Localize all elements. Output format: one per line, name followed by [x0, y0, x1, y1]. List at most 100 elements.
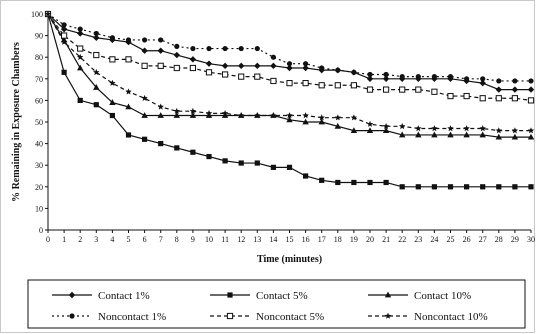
data-point: [366, 86, 374, 93]
data-point: [319, 177, 325, 183]
data-point: [447, 92, 454, 100]
data-point: [286, 116, 293, 123]
data-point: [302, 118, 309, 125]
data-point: [415, 86, 422, 93]
x-tick-label: 21: [382, 235, 390, 244]
data-point: [495, 86, 502, 93]
y-tick-label: 20: [35, 183, 43, 192]
data-point: [318, 82, 325, 89]
data-point: [382, 127, 390, 134]
data-point: [350, 114, 358, 121]
y-tick-label: 10: [35, 204, 43, 213]
data-point: [270, 62, 277, 70]
data-point: [366, 75, 374, 82]
data-point: [141, 94, 148, 101]
data-point: [527, 127, 535, 134]
data-point: [190, 45, 196, 52]
data-point: [238, 160, 244, 166]
data-point: [303, 173, 309, 179]
data-point: [431, 88, 438, 95]
data-point: [286, 164, 293, 170]
data-point: [173, 64, 180, 72]
x-tick-label: 27: [479, 235, 487, 244]
x-tick-label: 30: [527, 235, 535, 244]
x-tick-label: 12: [237, 235, 245, 244]
legend-item-contact-10: Contact 10%: [368, 290, 471, 302]
x-tick-label: 16: [302, 235, 310, 244]
data-point: [527, 97, 535, 104]
data-point: [382, 122, 390, 130]
data-point: [44, 10, 52, 17]
data-point: [350, 82, 357, 89]
x-tick-label: 25: [447, 235, 455, 244]
data-point: [254, 160, 260, 166]
x-tick-label: 13: [253, 235, 261, 244]
data-point: [415, 184, 421, 190]
y-tick-label: 90: [35, 32, 43, 41]
data-point: [286, 64, 293, 72]
legend-box: [27, 279, 526, 329]
data-point: [141, 62, 148, 69]
data-point: [61, 69, 67, 75]
data-point: [93, 51, 100, 59]
legend-item-noncontact-10: Noncontact 10%: [368, 311, 488, 323]
data-point: [205, 60, 213, 67]
legend-label: Noncontact 10%: [414, 311, 488, 323]
data-point: [174, 43, 180, 50]
data-point: [528, 78, 534, 84]
data-point: [221, 112, 229, 118]
data-point: [157, 103, 164, 110]
data-point: [480, 76, 486, 82]
x-tick-label: 5: [127, 235, 131, 244]
x-tick-label: 26: [463, 235, 471, 244]
legend: Contact 1% Contact 5% Contact 10% Noncontac…: [27, 279, 526, 329]
series-noncontact-1: [45, 11, 534, 84]
data-point: [254, 45, 260, 52]
legend-items: Contact 1% Contact 5% Contact 10% Noncontac…: [52, 290, 488, 323]
x-tick-label: 2: [78, 235, 82, 244]
data-point: [238, 73, 245, 80]
data-point: [351, 69, 357, 75]
data-point: [383, 86, 390, 93]
series-noncontact-5: [44, 10, 535, 104]
data-point: [447, 184, 454, 190]
data-point: [189, 112, 197, 118]
y-tick-label: 60: [35, 96, 43, 105]
data-point: [447, 125, 454, 132]
legend-swatch-marker: [226, 312, 234, 320]
data-point: [158, 37, 164, 43]
data-point: [463, 131, 470, 138]
data-point: [496, 78, 502, 84]
data-point: [254, 73, 261, 80]
data-point: [206, 45, 212, 52]
x-tick-label: 7: [159, 235, 163, 244]
data-point: [431, 125, 438, 132]
data-point: [157, 112, 164, 118]
legend-swatch-marker: [69, 313, 75, 319]
data-point: [479, 79, 486, 87]
data-point: [303, 61, 309, 67]
data-point: [495, 127, 503, 134]
data-point: [399, 131, 406, 138]
x-tick-label: 28: [495, 235, 503, 244]
x-tick-label: 18: [334, 235, 342, 244]
data-point: [60, 38, 68, 45]
data-point: [479, 95, 486, 102]
data-point: [77, 26, 83, 32]
data-point: [383, 71, 389, 78]
x-tick-label: 11: [221, 235, 229, 244]
data-point: [302, 112, 309, 119]
data-point: [431, 131, 438, 138]
series-layer: [44, 10, 535, 190]
data-point: [125, 103, 132, 110]
data-point: [173, 51, 180, 59]
data-point: [270, 54, 276, 60]
data-point: [351, 179, 357, 186]
series-noncontact-10: [44, 10, 535, 134]
data-point: [334, 122, 341, 129]
data-point: [142, 37, 148, 43]
x-tick-label: 19: [350, 235, 358, 244]
legend-label: Contact 1%: [98, 290, 150, 302]
data-point: [221, 109, 229, 117]
